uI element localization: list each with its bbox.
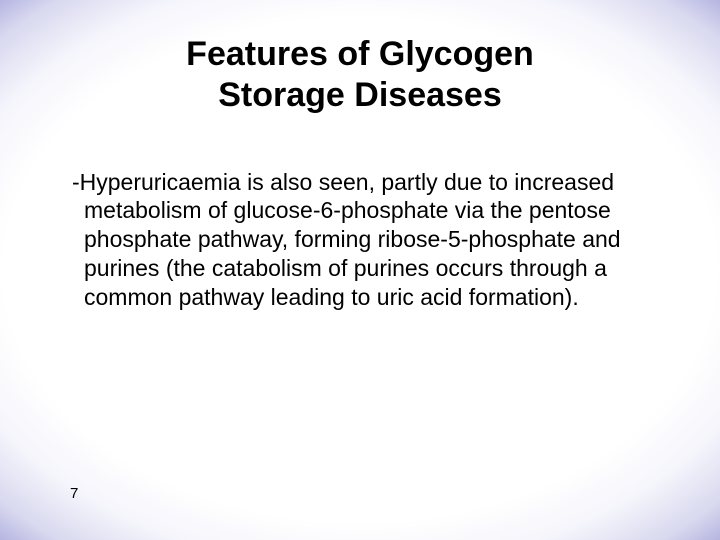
page-number: 7 (70, 485, 78, 502)
slide-body: -Hyperuricaemia is also seen, partly due… (48, 168, 672, 312)
title-line-1: Features of Glycogen (186, 35, 534, 73)
title-line-2: Storage Diseases (218, 76, 502, 114)
slide-content: Features of Glycogen Storage Diseases -H… (48, 28, 672, 512)
slide-title: Features of Glycogen Storage Diseases (48, 34, 672, 116)
slide: Features of Glycogen Storage Diseases -H… (0, 0, 720, 540)
body-paragraph: -Hyperuricaemia is also seen, partly due… (56, 168, 664, 312)
